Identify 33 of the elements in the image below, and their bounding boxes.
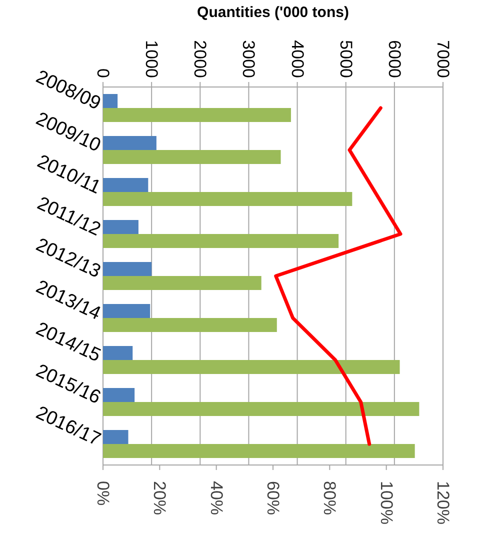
bar bbox=[103, 346, 133, 360]
x2-tick-label: 40% bbox=[206, 481, 226, 516]
x-tick-label: 7000 bbox=[434, 40, 452, 78]
x2-tick-label: 0% bbox=[94, 481, 112, 506]
x-tick-label: 5000 bbox=[336, 40, 356, 78]
bar bbox=[103, 430, 128, 444]
x-tick-label: 3000 bbox=[239, 40, 258, 78]
bar bbox=[103, 94, 118, 108]
bar bbox=[103, 360, 400, 374]
x2-tick-label: 80% bbox=[320, 481, 340, 516]
x2-tick-label: 20% bbox=[150, 481, 170, 516]
bar bbox=[103, 444, 415, 458]
bar bbox=[103, 178, 148, 192]
x-tick-label: 6000 bbox=[384, 40, 404, 78]
bar bbox=[103, 318, 277, 332]
bar bbox=[103, 234, 339, 248]
bar bbox=[103, 136, 156, 150]
bar bbox=[103, 304, 150, 318]
bar bbox=[103, 262, 152, 276]
bar bbox=[103, 276, 262, 290]
bar bbox=[103, 402, 420, 416]
bar bbox=[103, 108, 291, 122]
x2-tick-label: 60% bbox=[264, 481, 282, 516]
x-tick-label: 1000 bbox=[142, 40, 162, 78]
x-tick-label: 4000 bbox=[288, 40, 307, 78]
bar bbox=[103, 388, 135, 402]
x-axis-title: Quantities ('000 tons) bbox=[197, 4, 349, 21]
x2-tick-label: 100% bbox=[376, 481, 396, 524]
x-tick-label: 2000 bbox=[190, 40, 210, 78]
bar bbox=[103, 192, 352, 206]
bar bbox=[103, 220, 138, 234]
x2-tick-label: 120% bbox=[434, 481, 452, 524]
bar bbox=[103, 150, 281, 164]
